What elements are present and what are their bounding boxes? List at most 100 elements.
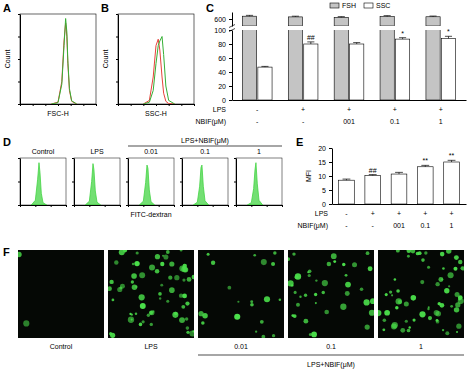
panel-letter: F bbox=[3, 246, 10, 258]
plot-frame bbox=[236, 158, 282, 205]
plot-area bbox=[339, 160, 460, 204]
cell bbox=[139, 323, 143, 327]
axis: 020406080100 bbox=[214, 27, 232, 104]
axis-line bbox=[332, 149, 333, 205]
tick-mark bbox=[120, 205, 121, 207]
plot-frame bbox=[20, 158, 66, 205]
bar bbox=[242, 16, 256, 26]
cell bbox=[128, 317, 134, 323]
tick-label: 100 bbox=[214, 27, 226, 34]
tick bbox=[116, 59, 118, 60]
tick-mark bbox=[116, 14, 118, 15]
legend: FSHSSC bbox=[330, 2, 390, 9]
tick-mark bbox=[116, 82, 118, 83]
tick-mark bbox=[229, 72, 232, 73]
axis-line bbox=[21, 104, 97, 105]
micrograph bbox=[286, 250, 375, 338]
tick bbox=[18, 59, 20, 60]
cell bbox=[131, 319, 133, 321]
tick-label: 5 bbox=[322, 187, 326, 194]
cell bbox=[253, 254, 256, 257]
row-value: + bbox=[397, 210, 401, 217]
plot-area bbox=[85, 164, 100, 205]
tick-mark bbox=[180, 205, 182, 206]
image-background bbox=[288, 250, 374, 338]
tick-mark bbox=[71, 104, 72, 106]
tick bbox=[66, 205, 67, 207]
image-background bbox=[18, 250, 104, 338]
tick bbox=[126, 158, 128, 159]
annotation: * bbox=[447, 28, 450, 35]
row-value: + bbox=[371, 210, 375, 217]
tick bbox=[45, 104, 46, 106]
plot-frame bbox=[20, 14, 96, 104]
cell bbox=[324, 310, 329, 315]
tick bbox=[72, 205, 74, 206]
bar bbox=[426, 30, 440, 100]
cell bbox=[342, 263, 345, 266]
error-bar bbox=[399, 38, 406, 39]
row-value: - bbox=[302, 118, 305, 125]
tick-mark bbox=[234, 158, 236, 159]
cell bbox=[404, 302, 409, 307]
plot-frame bbox=[182, 158, 228, 205]
error-bar bbox=[369, 174, 377, 176]
tick bbox=[159, 205, 160, 207]
tick-mark bbox=[89, 205, 90, 207]
row-value: + bbox=[301, 106, 305, 113]
tick bbox=[197, 205, 198, 207]
plot-area bbox=[242, 30, 455, 100]
tick: 40 bbox=[218, 69, 232, 76]
tick-mark bbox=[131, 104, 132, 106]
cell bbox=[160, 262, 164, 266]
bar bbox=[380, 30, 394, 100]
tick-mark bbox=[229, 86, 232, 87]
cell bbox=[250, 303, 254, 307]
axis bbox=[18, 159, 21, 206]
bar bbox=[365, 175, 381, 204]
tick: 0 bbox=[222, 97, 232, 104]
cell bbox=[291, 314, 294, 317]
cell bbox=[400, 328, 405, 333]
mini-plot bbox=[234, 158, 283, 207]
tick-mark bbox=[105, 205, 106, 207]
tick-mark bbox=[181, 104, 182, 106]
group-line bbox=[198, 355, 464, 356]
error-bar bbox=[261, 66, 268, 68]
cell bbox=[384, 310, 390, 316]
tick bbox=[234, 158, 236, 159]
tick-mark bbox=[180, 158, 182, 159]
axis bbox=[21, 205, 67, 207]
cell bbox=[185, 317, 188, 320]
axis-line bbox=[119, 104, 195, 105]
tick-mark bbox=[234, 205, 236, 206]
row-label: NBIF(μM) bbox=[298, 222, 328, 230]
cell bbox=[155, 269, 159, 273]
axis-line bbox=[237, 205, 283, 206]
tick-mark bbox=[228, 205, 229, 207]
cells bbox=[108, 250, 194, 338]
cell bbox=[172, 312, 178, 318]
cell bbox=[250, 300, 253, 303]
cell bbox=[201, 321, 205, 325]
row-value: 001 bbox=[393, 222, 405, 229]
cell bbox=[368, 266, 373, 271]
row-label: LPS bbox=[213, 106, 227, 113]
cell bbox=[424, 251, 427, 254]
row-value: 1 bbox=[450, 222, 454, 229]
bar bbox=[380, 16, 394, 26]
axis-line bbox=[233, 100, 467, 101]
cell bbox=[456, 331, 458, 333]
tick-mark bbox=[329, 190, 332, 191]
tick-label: 10 bbox=[318, 173, 326, 180]
axis bbox=[129, 205, 175, 207]
cell bbox=[152, 310, 154, 312]
tick bbox=[234, 205, 236, 206]
tick-mark bbox=[234, 182, 236, 183]
tick-mark bbox=[282, 205, 283, 207]
cell bbox=[169, 261, 174, 266]
tick-mark bbox=[229, 19, 232, 20]
bar bbox=[304, 44, 318, 100]
axis-title: FITC-dextran bbox=[130, 211, 171, 218]
tick-mark bbox=[18, 205, 20, 206]
